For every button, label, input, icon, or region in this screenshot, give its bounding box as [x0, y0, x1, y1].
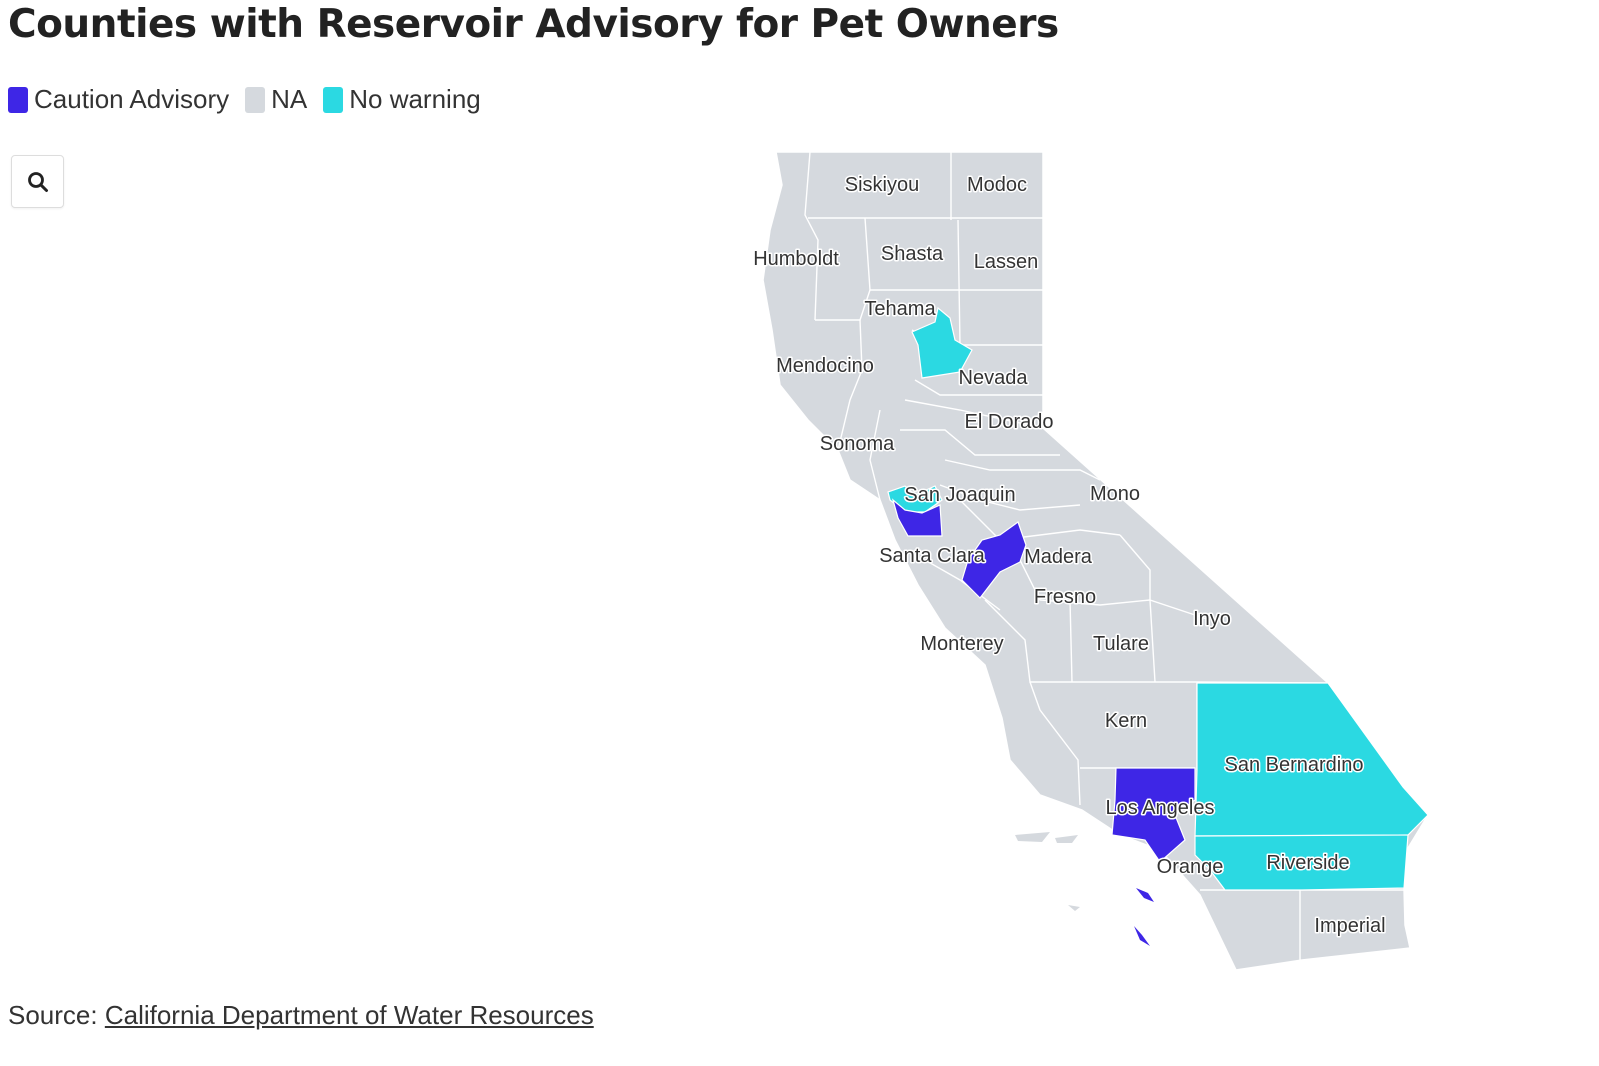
county-boundaries [804, 151, 1405, 960]
county-label: Humboldt [753, 248, 839, 270]
county-label: Siskiyou [845, 174, 919, 196]
legend: Caution Advisory NA No warning [8, 84, 497, 115]
county-label: Modoc [967, 174, 1027, 196]
county-label: Sonoma [820, 433, 895, 455]
county-shape-catalina-island [1136, 888, 1154, 902]
county-label: San Joaquin [904, 484, 1015, 506]
county-shape-los-angeles [1111, 767, 1196, 863]
county-label: Inyo [1193, 608, 1231, 630]
county-shape-santa-clara [891, 498, 943, 537]
county-label: Mendocino [776, 355, 874, 377]
legend-item-caution: Caution Advisory [8, 84, 229, 115]
legend-item-no-warning: No warning [323, 84, 481, 115]
county-label: Imperial [1314, 915, 1385, 937]
county-labels: Siskiyou Modoc Humboldt Shasta Lassen Te… [752, 173, 1387, 939]
channel-island [1015, 832, 1050, 842]
county-label: Kern [1105, 710, 1147, 732]
county-label: Orange [1157, 856, 1224, 878]
county-label: San Bernardino [1225, 754, 1364, 776]
channel-island [1068, 905, 1080, 911]
channel-island [1055, 835, 1078, 843]
county-label: Mono [1090, 483, 1140, 505]
source-link[interactable]: California Department of Water Resources [104, 1000, 594, 1030]
county-label: Monterey [920, 633, 1003, 655]
county-shape-riverside [1194, 834, 1409, 891]
county-label: Madera [1024, 546, 1093, 568]
chart-title: Counties with Reservoir Advisory for Pet… [8, 2, 1059, 47]
legend-swatch-no-warning [323, 86, 344, 113]
county-label: Fresno [1034, 586, 1096, 608]
county-shape-tehama-area [911, 306, 973, 379]
legend-label-caution: Caution Advisory [34, 84, 230, 114]
search-icon [27, 171, 48, 192]
legend-swatch-na [245, 86, 266, 113]
legend-label-na: NA [271, 84, 308, 114]
county-label: Los Angeles [1106, 797, 1215, 819]
county-label: Tulare [1093, 633, 1149, 655]
legend-item-na: NA [245, 84, 307, 115]
county-label: Nevada [959, 367, 1029, 389]
county-label: El Dorado [965, 411, 1054, 433]
search-button[interactable] [11, 155, 64, 208]
legend-swatch-caution [8, 86, 28, 113]
county-label: Lassen [974, 251, 1039, 273]
county-label: Shasta [881, 243, 944, 265]
county-shape-madera [961, 521, 1027, 599]
county-shape-san-clemente-island [1134, 926, 1150, 946]
source-prefix: Source: [8, 1000, 105, 1030]
county-label: Riverside [1266, 852, 1349, 874]
source-note: Source: California Department of Water R… [8, 1000, 594, 1031]
county-label: Santa Clara [879, 545, 985, 567]
legend-label-no-warning: No warning [349, 84, 481, 114]
county-label: Tehama [864, 298, 936, 320]
